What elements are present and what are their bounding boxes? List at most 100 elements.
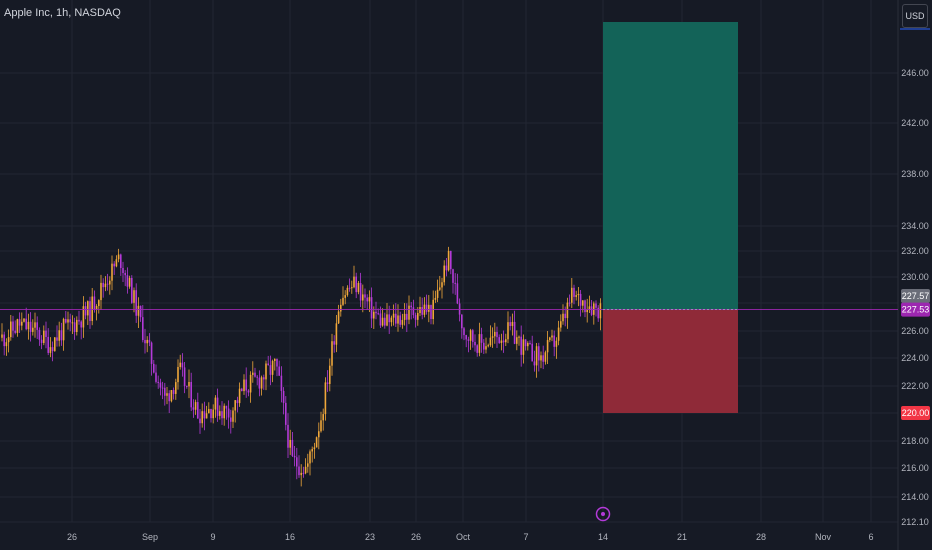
candle xyxy=(406,303,408,333)
y-tick-label: 238.00 xyxy=(901,169,929,179)
candle xyxy=(87,300,89,326)
last-price-label: 227.53 xyxy=(901,302,930,317)
candle xyxy=(566,297,569,329)
candle xyxy=(445,257,448,277)
y-tick-label: 224.00 xyxy=(901,353,929,363)
candle xyxy=(507,311,509,344)
candle xyxy=(227,400,230,429)
y-tick-label: 234.00 xyxy=(901,221,929,231)
candle xyxy=(69,313,71,332)
candle xyxy=(452,268,454,294)
candle xyxy=(362,284,364,313)
candle xyxy=(49,337,52,358)
candle xyxy=(98,299,100,314)
candle xyxy=(18,312,21,334)
candle xyxy=(472,328,474,348)
candle xyxy=(562,304,564,325)
candle xyxy=(252,361,254,383)
candle xyxy=(36,316,38,340)
candle xyxy=(487,343,489,348)
candle xyxy=(353,265,355,289)
candle xyxy=(265,360,267,391)
candle xyxy=(388,305,390,334)
candle xyxy=(595,300,597,317)
candle xyxy=(529,340,531,345)
svg-text:220.00: 220.00 xyxy=(902,408,930,418)
candle xyxy=(544,350,547,365)
candle xyxy=(494,322,496,344)
candle xyxy=(14,320,16,335)
candle xyxy=(331,333,333,376)
x-tick-label: 26 xyxy=(67,532,77,542)
time-axis[interactable]: 26 Sep 9 16 23 26 Oct 7 14 21 28 Nov 6 xyxy=(67,532,874,542)
candle xyxy=(351,280,353,294)
candle xyxy=(51,341,54,362)
candle xyxy=(60,322,63,346)
candle xyxy=(483,339,485,354)
candle xyxy=(384,312,386,329)
candle xyxy=(513,310,516,345)
candle xyxy=(258,370,261,397)
stop-zone[interactable] xyxy=(603,309,738,413)
x-tick-label: 21 xyxy=(677,532,687,542)
candle xyxy=(120,253,122,276)
candlestick-series[interactable] xyxy=(1,246,602,487)
candle xyxy=(3,331,5,356)
candle xyxy=(313,442,316,459)
candle xyxy=(82,296,85,338)
candle xyxy=(531,335,533,362)
candle xyxy=(21,312,23,331)
x-tick-label: Oct xyxy=(456,532,471,542)
candle xyxy=(322,408,324,431)
candle xyxy=(357,281,360,295)
candle xyxy=(401,313,404,329)
candle xyxy=(12,315,14,338)
candle xyxy=(148,333,151,347)
candle xyxy=(425,294,428,315)
candle xyxy=(221,401,223,425)
candle xyxy=(333,335,335,353)
candle xyxy=(307,453,309,473)
candle xyxy=(399,311,401,328)
candle xyxy=(126,267,129,294)
target-zone[interactable] xyxy=(603,22,738,310)
candle xyxy=(267,355,269,366)
candle xyxy=(181,353,184,377)
candle xyxy=(135,283,137,323)
candle xyxy=(278,360,280,376)
candle xyxy=(410,301,412,320)
candle xyxy=(203,401,206,431)
candle xyxy=(243,374,245,395)
earnings-marker-icon[interactable] xyxy=(595,506,611,522)
y-tick-label: 246.00 xyxy=(901,68,929,78)
candle xyxy=(146,336,148,353)
candle xyxy=(225,405,228,420)
currency-button[interactable]: USD xyxy=(902,4,928,28)
candle xyxy=(76,316,78,336)
candle xyxy=(238,382,241,407)
candle xyxy=(67,311,69,330)
candle xyxy=(524,339,527,351)
candle xyxy=(208,402,210,414)
candle xyxy=(210,408,212,423)
candle xyxy=(177,359,179,390)
candle xyxy=(324,377,327,421)
price-axis[interactable]: 212.10 214.00 216.00 218.00 220.00 222.00 224.… xyxy=(901,68,930,527)
candle xyxy=(535,342,538,378)
candle xyxy=(269,355,272,386)
candle xyxy=(575,290,577,301)
candle xyxy=(139,305,142,322)
candle xyxy=(29,312,32,342)
candle xyxy=(478,322,481,357)
candle xyxy=(142,305,144,343)
y-tick-label: 214.00 xyxy=(901,492,929,502)
y-tick-label: 230.00 xyxy=(901,272,929,282)
long-position-tool[interactable] xyxy=(603,22,738,413)
event-markers[interactable] xyxy=(595,506,611,522)
candle xyxy=(170,389,173,403)
candle xyxy=(236,396,239,413)
candle xyxy=(190,372,192,412)
candle xyxy=(111,255,113,291)
